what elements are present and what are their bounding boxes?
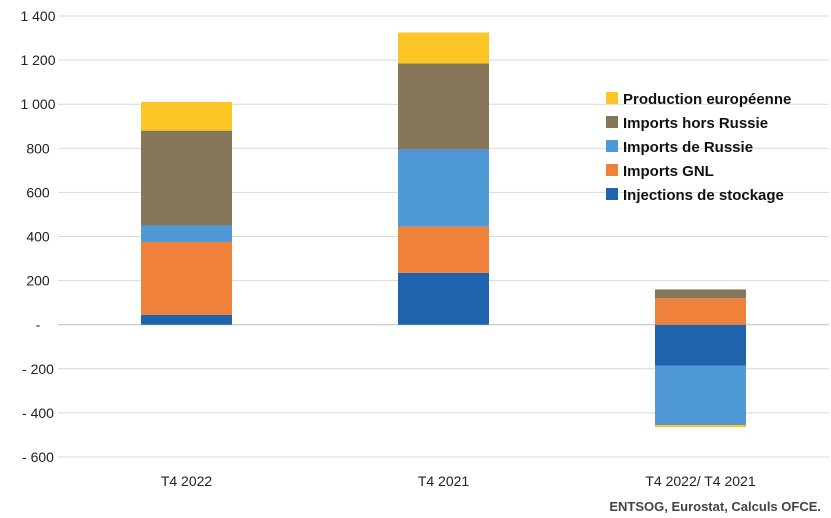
bar-segment [398,63,489,150]
bar-segment [655,425,746,428]
bar-segment [398,272,489,325]
source-note: ENTSOG, Eurostat, Calculs OFCE. [609,499,821,514]
bar-segment [655,324,746,366]
bar-segment [655,365,746,426]
y-tick-label: 800 [26,140,50,156]
legend-label: Production européenne [623,91,791,108]
bar-segment [141,242,232,315]
x-axis: T4 2022 T4 2021 T4 2022/ T4 2021 [161,473,756,489]
bar-segment [398,226,489,273]
y-tick-label: 1 200 [20,52,55,68]
y-tick-label: - 600 [22,449,54,465]
bars [141,32,746,428]
legend-label: Imports de Russie [623,139,753,156]
x-category-label: T4 2022/ T4 2021 [645,473,755,489]
legend: Production européenne Imports hors Russie… [606,91,791,204]
y-tick-label: 200 [26,273,50,289]
y-tick-label: 400 [26,229,50,245]
y-tick-label: - 400 [22,405,54,421]
legend-label: Imports GNL [623,163,714,180]
y-tick-label: - [36,317,41,333]
y-tick-label: 1 000 [20,96,55,112]
legend-label: Injections de stockage [623,187,784,204]
y-tick-label: 1 400 [20,8,55,24]
legend-swatch [606,164,618,176]
legend-swatch [606,140,618,152]
legend-swatch [606,92,618,104]
y-axis: 1 400 1 200 1 000 800 600 400 200 - - 200 - 400 - … [20,8,55,465]
bar-segment [398,149,489,227]
bar-segment [141,225,232,243]
x-category-label: T4 2022 [161,473,213,489]
bar-segment [141,130,232,226]
legend-swatch [606,188,618,200]
bar-segment [141,101,232,131]
y-tick-label: - 200 [22,361,54,377]
legend-swatch [606,116,618,128]
legend-label: Imports hors Russie [623,115,768,132]
y-tick-label: 600 [26,184,50,200]
bar-segment [141,314,232,325]
bar-segment [655,289,746,299]
x-category-label: T4 2021 [418,473,470,489]
bar-segment [655,298,746,325]
bar-segment [398,32,489,64]
